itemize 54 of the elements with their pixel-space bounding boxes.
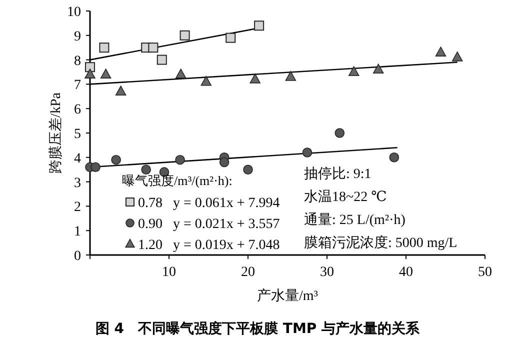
point bbox=[111, 154, 121, 165]
x-tick-label: 50 bbox=[478, 265, 492, 280]
y-tick-label: 3 bbox=[74, 176, 81, 191]
point bbox=[141, 164, 151, 174]
y-tick-label: 9 bbox=[74, 29, 81, 44]
x-tick-label: 30 bbox=[320, 265, 334, 280]
text: 图 4 不同曝气强度下平板膜 TMP 与产水量的关系 bbox=[95, 320, 421, 337]
legend-label: 0.90 y = 0.021x + 3.557 bbox=[138, 217, 280, 232]
x-tick-label: 10 bbox=[162, 265, 176, 280]
x-axis-title: 产水量/m³ bbox=[257, 288, 318, 304]
point bbox=[226, 32, 236, 43]
point bbox=[90, 162, 100, 172]
annotation: 水温18~22 ℃ bbox=[304, 189, 387, 205]
y-tick-label: 6 bbox=[74, 102, 81, 118]
point bbox=[435, 46, 446, 56]
y-tick-label: 0 bbox=[74, 249, 81, 264]
point bbox=[115, 86, 126, 96]
point bbox=[180, 30, 190, 40]
y-tick-label: 7 bbox=[74, 78, 81, 94]
point bbox=[84, 68, 96, 78]
legend-label: 0.78 y = 0.061x + 7.994 bbox=[138, 196, 280, 211]
x-tick-label: 20 bbox=[241, 265, 255, 280]
point bbox=[148, 42, 158, 53]
annotation: 通量: 25 L/(m²·h) bbox=[304, 212, 406, 228]
point bbox=[348, 66, 360, 76]
y-tick-label: 8 bbox=[74, 54, 81, 69]
legend-title: 曝气强度/m³/(m²·h): bbox=[122, 173, 232, 188]
point bbox=[452, 52, 463, 62]
point bbox=[302, 148, 312, 158]
x-tick-label: 40 bbox=[399, 265, 413, 280]
y-tick-label: 4 bbox=[74, 151, 81, 166]
point bbox=[243, 164, 253, 174]
point bbox=[373, 64, 384, 74]
y-tick-label: 10 bbox=[67, 5, 81, 20]
point bbox=[175, 154, 185, 165]
y-tick-label: 5 bbox=[74, 127, 81, 142]
point bbox=[85, 62, 95, 72]
point bbox=[99, 42, 110, 53]
point bbox=[176, 68, 186, 78]
y-tick-label: 2 bbox=[74, 200, 81, 216]
annotation: 膜箱污泥浓度: 5000 mg/L bbox=[304, 235, 458, 251]
point bbox=[285, 71, 296, 81]
point bbox=[250, 74, 260, 84]
point bbox=[200, 76, 212, 86]
point bbox=[100, 68, 112, 78]
y-axis-title: 跨膜压差/kPa bbox=[48, 92, 64, 174]
y-tick-label: 1 bbox=[74, 224, 81, 240]
point bbox=[389, 152, 400, 162]
point bbox=[254, 20, 264, 31]
point bbox=[156, 54, 167, 65]
point bbox=[334, 128, 345, 138]
point bbox=[219, 157, 230, 168]
annotation: 抽停比: 9:1 bbox=[304, 166, 372, 182]
legend-label: 1.20 y = 0.019x + 7.048 bbox=[138, 238, 280, 253]
